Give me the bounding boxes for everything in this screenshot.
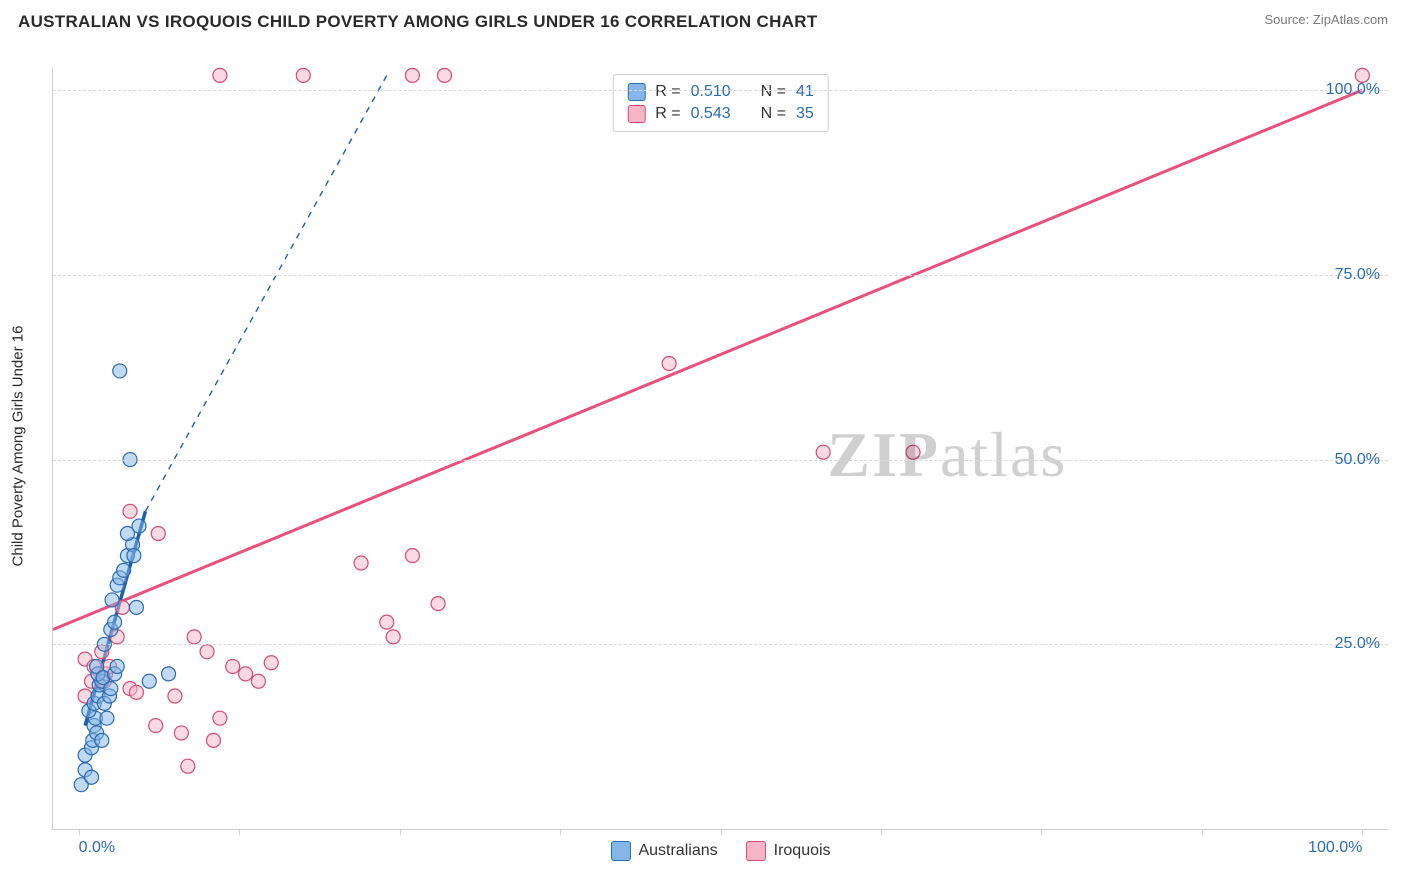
y-tick-label: 75.0%	[1335, 266, 1380, 284]
legend-r-label: R =	[655, 83, 680, 101]
legend-r-label: R =	[655, 105, 680, 123]
source-attribution: Source: ZipAtlas.com	[1264, 12, 1388, 27]
legend-n-value: 41	[796, 83, 814, 101]
legend-n-value: 35	[796, 105, 814, 123]
y-axis-label: Child Poverty Among Girls Under 16	[10, 326, 27, 567]
x-tick	[239, 829, 240, 835]
correlation-legend: R = 0.510 N = 41 R = 0.543 N = 35	[612, 74, 829, 132]
legend-n-label: N =	[761, 105, 786, 123]
x-tick	[1041, 829, 1042, 835]
legend-row: R = 0.510 N = 41	[627, 81, 814, 103]
legend-n-label: N =	[761, 83, 786, 101]
x-tick	[881, 829, 882, 835]
y-tick-label: 50.0%	[1335, 451, 1380, 469]
y-tick-label: 100.0%	[1326, 81, 1380, 99]
x-tick	[560, 829, 561, 835]
y-tick-label: 25.0%	[1335, 635, 1380, 653]
series-legend: Australians Iroquois	[610, 841, 830, 861]
series-legend-item: Iroquois	[746, 841, 831, 861]
gridline	[53, 90, 1388, 91]
legend-swatch	[610, 841, 630, 861]
series-legend-label: Iroquois	[774, 842, 831, 860]
series-legend-label: Australians	[638, 842, 717, 860]
chart-plot-area: ZIPatlas R =0.510N =41R =0.543N =35 Aust…	[52, 68, 1388, 830]
gridline	[53, 275, 1388, 276]
legend-swatch	[746, 841, 766, 861]
legend-r-value: 0.543	[691, 105, 731, 123]
legend-r-value: 0.510	[691, 83, 731, 101]
x-tick	[1202, 829, 1203, 835]
scatter-plot-svg	[53, 68, 1388, 829]
x-tick	[721, 829, 722, 835]
legend-swatch	[627, 83, 645, 101]
legend-swatch	[627, 105, 645, 123]
x-tick	[1362, 829, 1363, 835]
x-tick	[79, 829, 80, 835]
x-tick-label: 100.0%	[1308, 839, 1362, 857]
gridline	[53, 460, 1388, 461]
legend-row: R = 0.543 N = 35	[627, 103, 814, 125]
x-tick	[400, 829, 401, 835]
series-legend-item: Australians	[610, 841, 717, 861]
page-title: AUSTRALIAN VS IROQUOIS CHILD POVERTY AMO…	[18, 12, 818, 32]
x-tick-label: 0.0%	[79, 839, 115, 857]
gridline	[53, 644, 1388, 645]
